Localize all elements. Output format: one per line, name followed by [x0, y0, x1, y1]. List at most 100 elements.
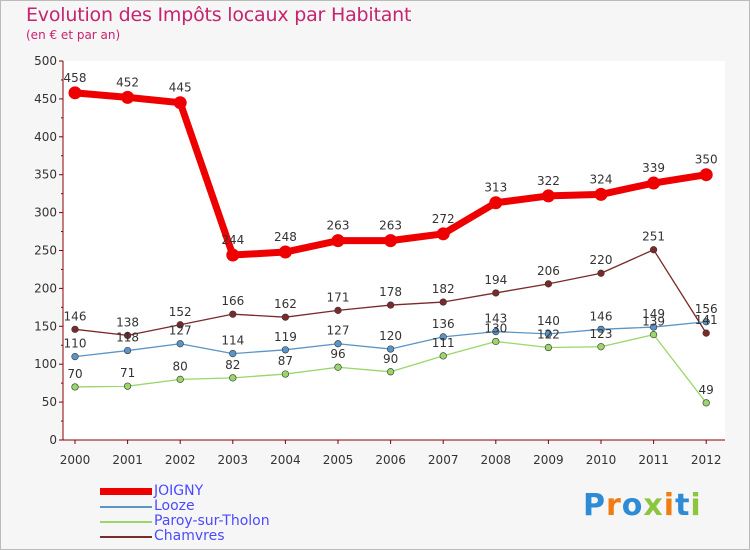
- data-point-chamvres: [597, 269, 605, 277]
- logo-letter: P: [583, 488, 606, 523]
- data-point-joigny: [594, 187, 608, 201]
- x-tick-label: 2009: [533, 453, 564, 467]
- data-point-looze: [597, 325, 605, 333]
- data-label: 322: [537, 174, 560, 188]
- data-point-chamvres: [71, 325, 79, 333]
- data-point-chamvres: [281, 313, 290, 321]
- data-label: 171: [327, 290, 350, 304]
- x-tick-label: 2005: [323, 453, 354, 467]
- data-point-joigny: [436, 227, 450, 241]
- data-label: 149: [642, 307, 665, 321]
- x-tick-label: 2012: [691, 453, 722, 467]
- legend-item: Chamvres: [100, 529, 270, 544]
- x-tick-label: 2003: [218, 453, 249, 467]
- data-point-chamvres: [544, 280, 553, 288]
- x-tick-label: 2004: [270, 453, 301, 467]
- x-tick-label: 2011: [638, 453, 669, 467]
- data-label: 248: [274, 230, 297, 244]
- data-point-joigny: [331, 234, 345, 248]
- data-point-chamvres: [649, 246, 658, 254]
- data-label: 313: [484, 181, 507, 195]
- data-label: 127: [169, 324, 192, 338]
- x-tick-label: 2001: [112, 453, 143, 467]
- legend-swatch: [100, 535, 152, 538]
- legend-item: JOIGNY: [100, 484, 270, 499]
- legend-label: Looze: [154, 498, 195, 514]
- x-tick-label: 2007: [428, 453, 459, 467]
- data-point-looze: [176, 340, 184, 348]
- data-label: 127: [327, 324, 350, 338]
- data-point-joigny: [226, 248, 240, 262]
- data-point-paroy-sur-tholon: [334, 363, 342, 371]
- y-tick-label: 100: [34, 357, 57, 371]
- chart-subtitle: (en € et par an): [26, 28, 121, 42]
- x-tick-label: 2006: [375, 453, 406, 467]
- data-point-looze: [281, 346, 290, 354]
- legend-label: JOIGNY: [154, 483, 204, 499]
- y-tick-label: 500: [34, 54, 57, 68]
- data-label: 110: [64, 337, 87, 351]
- data-point-paroy-sur-tholon: [281, 370, 290, 378]
- data-label: 458: [64, 71, 87, 85]
- data-point-joigny: [489, 196, 503, 210]
- data-label: 182: [432, 282, 455, 296]
- data-label: 445: [169, 81, 192, 95]
- data-point-paroy-sur-tholon: [649, 331, 658, 339]
- y-tick-label: 200: [34, 281, 57, 295]
- data-point-chamvres: [702, 329, 710, 337]
- data-label: 206: [537, 264, 560, 278]
- y-tick-label: 250: [34, 244, 57, 258]
- data-label: 122: [537, 328, 560, 342]
- data-point-looze: [123, 346, 132, 355]
- x-tick-label: 2002: [165, 453, 196, 467]
- data-point-joigny: [647, 176, 661, 190]
- data-label: 90: [383, 352, 398, 366]
- data-point-paroy-sur-tholon: [702, 399, 710, 407]
- data-label: 82: [225, 358, 240, 372]
- legend-item: Paroy-sur-Tholon: [100, 514, 270, 529]
- data-label: 143: [484, 312, 507, 326]
- legend-swatch: [100, 488, 152, 495]
- plot-area: [63, 61, 725, 440]
- x-tick-label: 2010: [586, 453, 617, 467]
- proxiti-logo: Proxiti: [583, 488, 702, 523]
- data-label: 80: [173, 359, 188, 373]
- legend-label: Chamvres: [154, 528, 225, 544]
- data-label: 136: [432, 317, 455, 331]
- y-tick-label: 300: [34, 206, 57, 220]
- data-point-joigny: [68, 86, 82, 100]
- data-label: 49: [699, 383, 714, 397]
- data-point-looze: [387, 345, 395, 353]
- data-label: 146: [590, 309, 613, 323]
- data-point-joigny: [699, 168, 713, 182]
- data-point-looze: [702, 318, 710, 326]
- y-tick-label: 0: [49, 433, 57, 447]
- data-label: 166: [221, 294, 244, 308]
- data-label: 120: [379, 329, 402, 343]
- y-tick-label: 50: [42, 395, 57, 409]
- data-point-chamvres: [334, 306, 342, 314]
- y-tick-label: 150: [34, 319, 57, 333]
- data-point-looze: [229, 349, 237, 358]
- data-label: 140: [537, 314, 560, 328]
- data-point-paroy-sur-tholon: [439, 352, 447, 360]
- legend-swatch: [100, 520, 152, 523]
- data-label: 71: [120, 366, 135, 380]
- data-label: 452: [116, 75, 139, 89]
- data-point-paroy-sur-tholon: [492, 337, 500, 346]
- data-label: 87: [278, 354, 293, 368]
- data-point-chamvres: [176, 321, 184, 329]
- data-label: 123: [590, 327, 613, 341]
- logo-letter: x: [643, 488, 664, 523]
- logo-letter: o: [621, 488, 644, 523]
- x-tick-label: 2000: [60, 453, 91, 467]
- data-point-paroy-sur-tholon: [123, 382, 132, 390]
- data-point-joigny: [384, 234, 398, 248]
- data-point-looze: [492, 328, 500, 336]
- data-point-chamvres: [439, 298, 447, 306]
- chart-legend: JOIGNY Looze Paroy-sur-Tholon Chamvres: [100, 484, 270, 544]
- data-label: 152: [169, 305, 192, 319]
- data-label: 220: [590, 253, 613, 267]
- data-point-paroy-sur-tholon: [71, 383, 79, 391]
